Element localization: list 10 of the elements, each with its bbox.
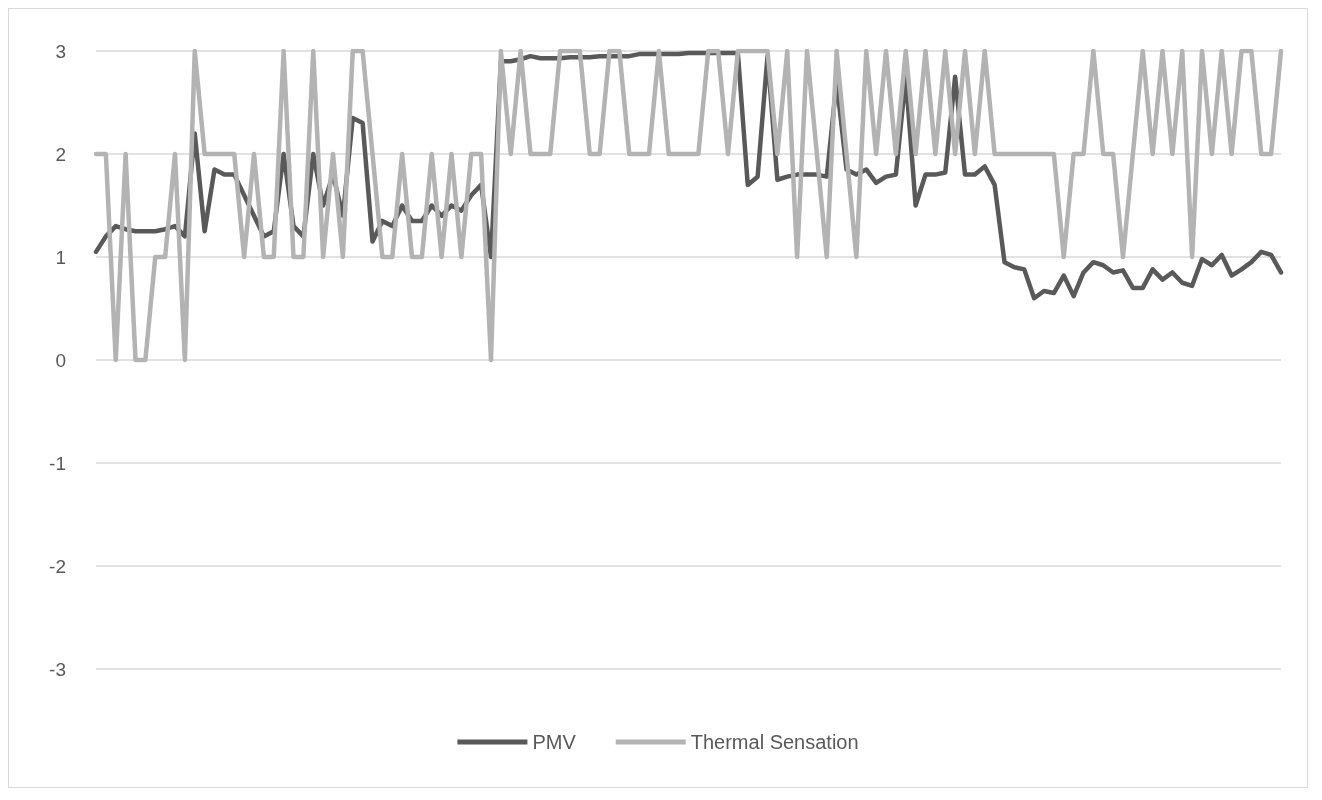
y-tick-label: 0 [55, 349, 66, 371]
legend-label: PMV [532, 731, 577, 753]
y-tick-label: 3 [55, 40, 66, 62]
y-tick-label: -2 [49, 555, 66, 577]
y-tick-label: 1 [55, 246, 66, 268]
y-tick-label: 2 [55, 143, 66, 165]
y-tick-label: -3 [49, 658, 66, 680]
line-series [93, 48, 1284, 363]
y-tick-label: -1 [49, 452, 66, 474]
legend-label: Thermal Sensation [690, 731, 859, 753]
